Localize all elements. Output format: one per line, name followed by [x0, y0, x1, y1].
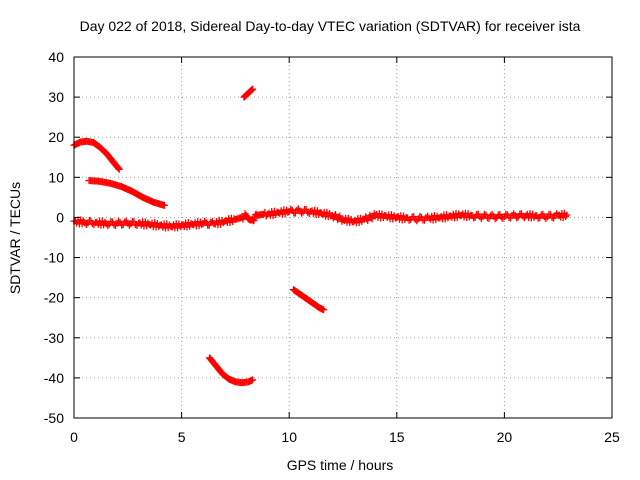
- y-tick-label: -30: [44, 330, 64, 346]
- series-arc-1: [70, 137, 123, 173]
- series-arc-2: [85, 177, 168, 209]
- y-tick-label: -20: [44, 290, 64, 306]
- plot-frame: [73, 56, 613, 419]
- x-tick-label: 5: [178, 429, 186, 445]
- data-point: [491, 215, 499, 223]
- data-point: [562, 213, 570, 221]
- series-arc-5: [290, 286, 328, 314]
- x-tick-label: 10: [281, 429, 297, 445]
- axis-ticks: 0 5 10 15 20 25 -50 -40 -30 -20 -10 0 10 20 30 40: [44, 49, 620, 445]
- x-tick-label: 20: [497, 429, 513, 445]
- y-tick-label: -10: [44, 250, 64, 266]
- data-point: [405, 216, 413, 224]
- series-main-band: [70, 205, 571, 232]
- data-point: [563, 211, 571, 219]
- data-point: [287, 205, 295, 213]
- data-point: [115, 217, 123, 225]
- x-axis-label: GPS time / hours: [287, 457, 394, 473]
- x-tick-label: 0: [70, 429, 78, 445]
- data-point: [110, 221, 118, 229]
- data-point: [297, 209, 305, 217]
- x-tick-label: 25: [604, 429, 620, 445]
- series-arc-4: [206, 354, 257, 387]
- data-point: [249, 376, 257, 384]
- data-point: [249, 85, 257, 93]
- data-point: [104, 222, 112, 230]
- data-point: [160, 201, 168, 209]
- data-point: [416, 213, 424, 221]
- series-arc-3: [240, 85, 257, 101]
- y-tick-label: -50: [44, 410, 64, 426]
- data-point: [201, 217, 209, 225]
- x-tick-label: 15: [389, 429, 405, 445]
- y-tick-label: 40: [48, 49, 64, 65]
- data-point: [470, 214, 478, 222]
- data-point: [502, 210, 510, 218]
- data-point: [121, 218, 129, 226]
- data-point: [125, 221, 133, 229]
- data-point: [248, 86, 256, 94]
- data-point: [114, 164, 122, 172]
- data-point: [304, 208, 312, 216]
- data-point: [513, 214, 521, 222]
- data-point: [115, 165, 123, 173]
- y-axis-label: SDTVAR / TECUs: [7, 182, 23, 294]
- data-point: [207, 218, 215, 226]
- y-tick-label: 10: [48, 169, 64, 185]
- data-point: [293, 206, 301, 214]
- data-point: [480, 210, 488, 218]
- data-point: [247, 86, 255, 94]
- data-point: [82, 221, 90, 229]
- y-tick-label: 30: [48, 89, 64, 105]
- chart-title: Day 022 of 2018, Sidereal Day-to-day VTE…: [80, 18, 581, 34]
- data-point: [534, 214, 542, 222]
- grid: [74, 57, 612, 418]
- y-tick-label: 20: [48, 129, 64, 145]
- data-point: [249, 217, 257, 225]
- y-tick-label: 0: [56, 209, 64, 225]
- data-point: [320, 306, 328, 314]
- data-points: [70, 85, 571, 387]
- y-tick-label: -40: [44, 370, 64, 386]
